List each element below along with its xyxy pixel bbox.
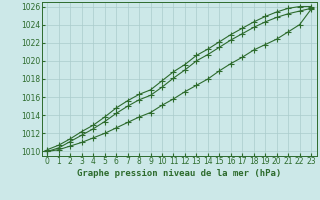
X-axis label: Graphe pression niveau de la mer (hPa): Graphe pression niveau de la mer (hPa) (77, 169, 281, 178)
